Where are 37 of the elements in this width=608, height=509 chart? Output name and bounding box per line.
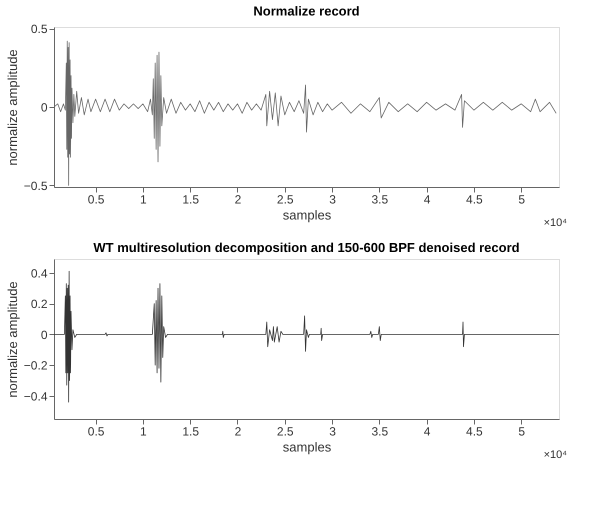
x-tick-label: 2 — [234, 192, 242, 206]
x-tick-label: 4.5 — [466, 424, 484, 438]
x-axis-title: samples — [282, 208, 332, 222]
x-tick-label: 3.5 — [371, 424, 388, 438]
x-tick-label: 3 — [329, 192, 336, 206]
text: ×10⁴ — [544, 449, 568, 461]
y-tick-label: −0.2 — [24, 358, 48, 373]
x-tick-label: 5 — [518, 424, 526, 438]
y-axis-title: normalize amplitude — [4, 281, 20, 398]
y-tick-label: 0.5 — [30, 22, 48, 36]
y-axis-title: normalize amplitude — [4, 49, 20, 166]
y-tick-label: 0 — [40, 328, 48, 342]
chart-title: WT multiresolution decomposition and 150-600 BPF denoised record — [93, 240, 520, 255]
line-series — [54, 270, 559, 402]
x-tick-label: 2.5 — [276, 192, 294, 206]
x-tick-label: 0.5 — [88, 192, 105, 206]
x-tick-label: 5 — [518, 192, 526, 206]
text: ×10⁴ — [544, 217, 568, 229]
x-tick-label: 1 — [140, 192, 148, 206]
x-tick-label: 1.5 — [182, 424, 200, 438]
x-tick-label: 2.5 — [276, 424, 294, 438]
x-tick-label: 4 — [424, 424, 431, 438]
x-tick-label: 0.5 — [88, 424, 105, 438]
x-axis-title: samples — [282, 440, 332, 454]
x-tick-label: 3 — [329, 424, 336, 438]
chart-title: Normalize record — [253, 4, 360, 19]
x-tick-label: 1.5 — [182, 192, 200, 206]
y-tick-label: 0.4 — [30, 266, 48, 280]
x-tick-label: 1 — [140, 424, 148, 438]
x-tick-label: 4 — [424, 192, 431, 206]
y-tick-label: 0.2 — [30, 297, 48, 312]
y-tick-label: −0.4 — [24, 389, 48, 404]
x-tick-label: 3.5 — [371, 192, 388, 206]
y-tick-label: −0.5 — [24, 178, 48, 193]
x-tick-label: 4.5 — [466, 192, 484, 206]
y-tick-label: 0 — [40, 100, 48, 114]
x-tick-label: 2 — [234, 424, 242, 438]
